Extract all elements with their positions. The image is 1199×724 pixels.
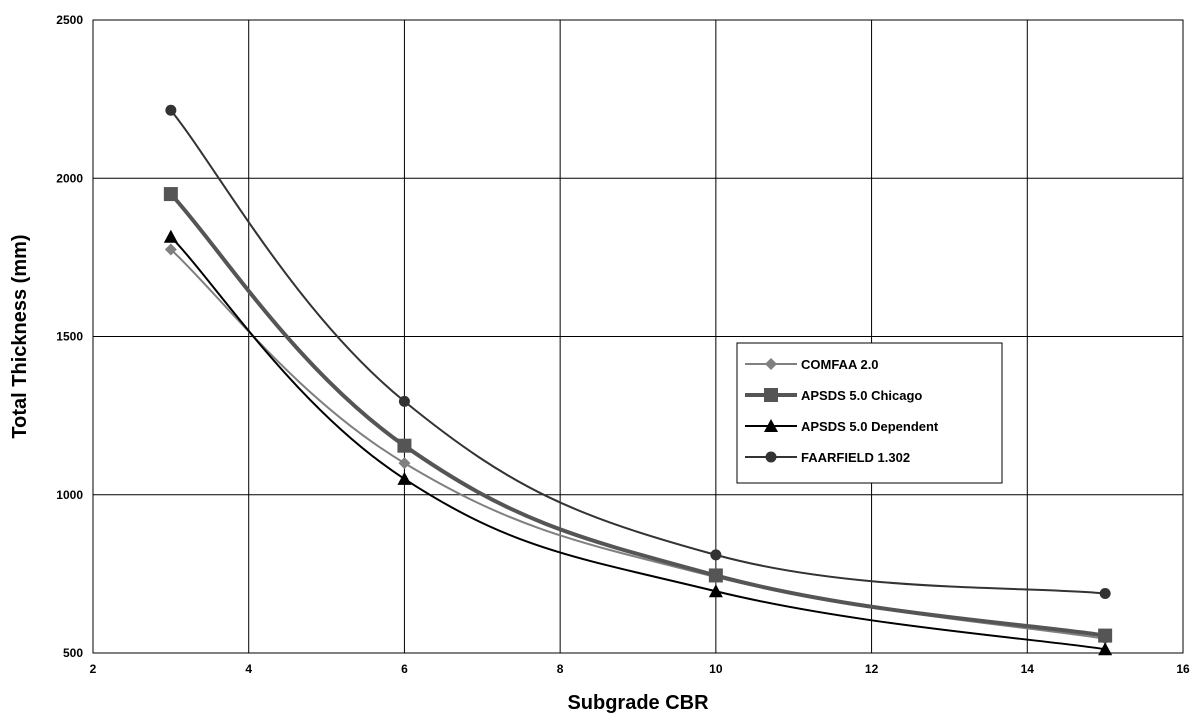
x-tick-label: 8	[557, 662, 564, 676]
legend: COMFAA 2.0 APSDS 5.0 Chicago APSDS 5.0 Dep…	[736, 342, 1003, 484]
y-tick-label: 2500	[56, 13, 83, 27]
data-point	[398, 457, 411, 470]
legend-item: COMFAA 2.0	[745, 357, 879, 372]
legend-label: APSDS 5.0 Chicago	[801, 388, 922, 403]
grid	[92, 19, 1184, 654]
x-tick-label: 4	[245, 662, 252, 676]
legend-item: APSDS 5.0 Chicago	[745, 388, 922, 403]
data-point	[710, 549, 722, 561]
x-tick-label: 6	[401, 662, 408, 676]
legend-swatch-marker	[764, 388, 778, 402]
tick-labels: 2 4 6 8 10 12 14 16 500 1000 1500 2000 2500	[56, 13, 1190, 676]
legend-label: FAARFIELD 1.302	[801, 450, 910, 465]
data-point	[1098, 642, 1113, 656]
x-tick-label: 16	[1176, 662, 1190, 676]
x-tick-label: 12	[865, 662, 879, 676]
y-tick-label: 1500	[56, 330, 83, 344]
y-tick-label: 500	[63, 646, 83, 660]
series-1	[163, 187, 1113, 643]
y-tick-label: 1000	[56, 488, 83, 502]
legend-swatch-marker	[765, 451, 777, 463]
x-tick-label: 10	[709, 662, 723, 676]
plot-area-border	[92, 19, 1184, 654]
series-layer	[163, 104, 1113, 656]
legend-item: APSDS 5.0 Dependent	[745, 419, 939, 434]
y-tick-label: 2000	[56, 171, 83, 185]
data-point	[708, 568, 723, 583]
data-point	[398, 395, 410, 407]
data-point	[163, 187, 178, 202]
series-line	[169, 192, 1106, 638]
data-point	[708, 584, 723, 598]
series-line	[170, 109, 1106, 595]
data-point	[165, 104, 177, 116]
series-line	[170, 236, 1106, 651]
series-3	[165, 104, 1111, 599]
legend-label: APSDS 5.0 Dependent	[801, 419, 939, 434]
legend-item: FAARFIELD 1.302	[745, 450, 910, 465]
x-tick-label: 14	[1021, 662, 1035, 676]
legend-box	[736, 342, 1003, 484]
data-point	[1098, 628, 1113, 643]
data-point	[163, 229, 178, 243]
data-point	[164, 243, 177, 256]
data-point	[1099, 587, 1111, 599]
legend-swatch-marker	[765, 358, 777, 370]
legend-swatch-marker	[764, 419, 778, 432]
data-point	[397, 471, 412, 485]
series-2	[163, 229, 1113, 656]
y-axis-title: Total Thickness (mm)	[9, 234, 31, 438]
data-point	[397, 438, 412, 453]
legend-label: COMFAA 2.0	[801, 357, 879, 372]
x-axis-title: Subgrade CBR	[567, 692, 709, 714]
x-tick-label: 2	[90, 662, 97, 676]
